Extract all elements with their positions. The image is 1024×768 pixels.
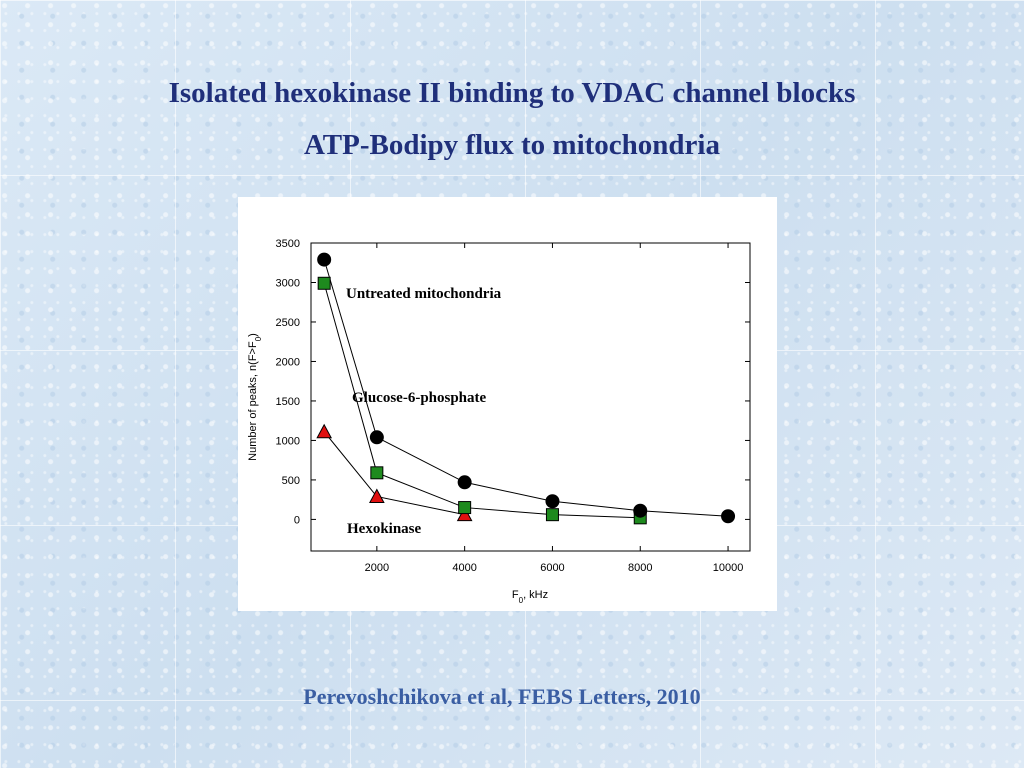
data-point-circle [633, 503, 648, 518]
data-point-circle [721, 509, 736, 524]
x-axis-title: F0, kHz [512, 589, 548, 605]
data-point-square [370, 466, 384, 480]
y-tick-label: 1000 [276, 435, 300, 447]
y-tick-label: 3500 [276, 238, 300, 250]
x-axis-ticks: 2000 4000 6000 8000 10000 [365, 243, 744, 574]
plot-frame [310, 242, 751, 552]
slide-title-line-2: ATP-Bodipy flux to mitochondria [304, 129, 720, 161]
data-point-triangle [369, 488, 385, 504]
slide-title-line-1: Isolated hexokinase II binding to VDAC c… [168, 77, 856, 109]
y-tick-label: 0 [294, 514, 300, 526]
data-point-triangle [456, 506, 473, 522]
chart-panel: 0 500 1000 1500 2000 2500 3000 3500 2000 4000 600… [238, 197, 777, 611]
x-tick-label: 10000 [713, 562, 744, 574]
line-chart: 0 500 1000 1500 2000 2500 3000 3500 2000 4000 600… [247, 238, 751, 605]
y-tick-label: 1500 [276, 396, 300, 408]
y-axis-title: Number of peaks, n(F>F0) [247, 333, 263, 461]
series-markers [316, 252, 736, 525]
data-point-square [458, 501, 472, 515]
y-tick-label: 500 [282, 475, 300, 487]
y-tick-label: 3000 [276, 277, 300, 289]
series-label-untreated: Untreated mitochondria [346, 286, 502, 302]
data-point-triangle [316, 423, 333, 439]
x-tick-label: 2000 [365, 562, 389, 574]
citation: Perevoshchikova et al, FEBS Letters, 201… [303, 684, 701, 709]
x-tick-label: 6000 [540, 562, 564, 574]
data-point-circle [545, 494, 560, 509]
data-point-square [545, 508, 559, 522]
series-label-glucose-6-phosphate: Glucose-6-phosphate [352, 390, 487, 406]
series-line-0 [323, 259, 729, 517]
data-point-circle [369, 430, 384, 445]
series-line-2 [323, 431, 465, 516]
y-tick-label: 2500 [276, 317, 300, 329]
data-point-circle [457, 475, 472, 490]
series-label-hexokinase: Hexokinase [347, 521, 422, 537]
y-axis-ticks: 0 500 1000 1500 2000 2500 3000 3500 [276, 238, 750, 526]
data-point-square [317, 276, 331, 290]
x-tick-label: 4000 [452, 562, 476, 574]
y-tick-label: 2000 [276, 356, 300, 368]
x-tick-label: 8000 [628, 562, 652, 574]
data-point-circle [317, 252, 332, 267]
